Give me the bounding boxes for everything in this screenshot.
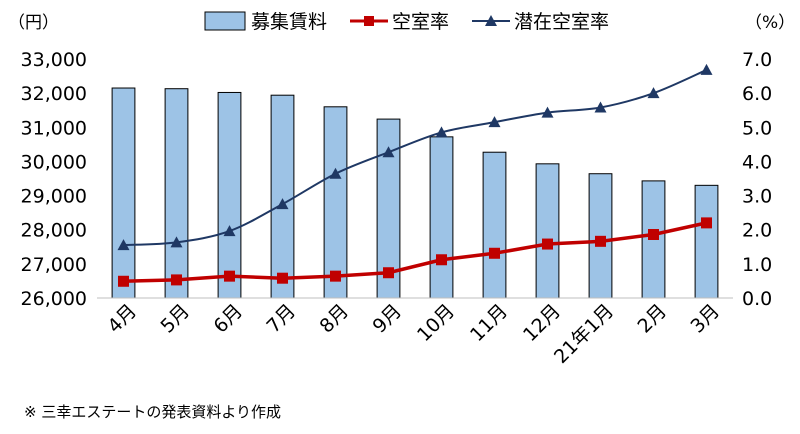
potential-vacancy-point bbox=[329, 167, 342, 179]
potential-vacancy-line bbox=[123, 69, 707, 247]
potential-vacancy-point bbox=[382, 146, 395, 158]
category-label: 12月 bbox=[519, 300, 565, 346]
vacancy-rate-point bbox=[330, 270, 341, 282]
vacancy-rate-point bbox=[648, 228, 659, 240]
left-tick-label: 29,000 bbox=[21, 186, 87, 208]
potential-vacancy-point bbox=[170, 236, 183, 248]
potential-vacancy-point bbox=[541, 106, 554, 118]
vacancy-rate-point bbox=[277, 272, 288, 284]
legend: 募集賃料 空室率 潜在空室率 bbox=[204, 11, 609, 33]
left-tick-label: 33,000 bbox=[21, 49, 87, 71]
category-label: 7月 bbox=[262, 300, 300, 338]
left-tick-label: 31,000 bbox=[21, 117, 87, 139]
vacancy-rate-point bbox=[436, 254, 447, 266]
left-tick-label: 32,000 bbox=[21, 83, 87, 105]
category-label: 8月 bbox=[315, 300, 353, 338]
vacancy-rate-point bbox=[595, 235, 606, 247]
bar bbox=[164, 88, 189, 299]
category-label: 5月 bbox=[156, 300, 194, 338]
tick-labels: 26,000 27,000 28,000 29,000 30,000 31,000 32,0… bbox=[21, 49, 773, 310]
potential-vacancy-point bbox=[276, 198, 289, 210]
vacancy-rate-point bbox=[542, 238, 553, 250]
line-series bbox=[117, 63, 713, 287]
left-axis-unit: （円） bbox=[8, 13, 59, 33]
left-tick-label: 26,000 bbox=[21, 288, 87, 310]
bar bbox=[217, 91, 242, 299]
category-label: 11月 bbox=[466, 300, 512, 346]
vacancy-rate-point bbox=[118, 275, 129, 287]
right-tick-label: 5.0 bbox=[742, 117, 772, 139]
right-tick-label: 6.0 bbox=[742, 83, 772, 105]
potential-vacancy-point bbox=[700, 63, 713, 75]
bar bbox=[270, 94, 295, 299]
right-tick-label: 3.0 bbox=[742, 186, 772, 208]
category-label: 2月 bbox=[633, 300, 671, 338]
legend-swatch-bar bbox=[204, 11, 246, 31]
right-tick-label: 1.0 bbox=[742, 254, 772, 276]
bar bbox=[323, 106, 348, 299]
right-tick-label: 2.0 bbox=[742, 220, 772, 242]
bar bbox=[429, 136, 454, 299]
legend-label-bar: 募集賃料 bbox=[251, 11, 327, 33]
right-tick-label: 0.0 bbox=[742, 288, 772, 310]
potential-vacancy-point bbox=[435, 126, 448, 138]
vacancy-rate-point bbox=[224, 270, 235, 282]
source-note: ※ 三幸エステートの発表資料より作成 bbox=[24, 403, 281, 421]
right-axis-unit: （%） bbox=[745, 13, 795, 33]
left-tick-label: 28,000 bbox=[21, 220, 87, 242]
bar bbox=[694, 184, 719, 299]
legend-marker-square bbox=[364, 16, 374, 26]
vacancy-rate-point bbox=[383, 267, 394, 279]
potential-vacancy-point bbox=[488, 116, 501, 128]
category-label: 21年1月 bbox=[550, 300, 618, 368]
category-label: 6月 bbox=[209, 300, 247, 338]
vacancy-rate-line bbox=[123, 221, 707, 284]
category-label: 10月 bbox=[413, 300, 459, 346]
potential-vacancy-point bbox=[594, 101, 607, 113]
bar bbox=[482, 151, 507, 299]
potential-vacancy-point bbox=[223, 225, 236, 237]
potential-vacancy-point bbox=[117, 239, 130, 251]
legend-label-vacancy: 空室率 bbox=[392, 11, 449, 33]
bar-series bbox=[111, 87, 719, 299]
category-label: 4月 bbox=[103, 300, 141, 338]
legend-marker-triangle bbox=[485, 15, 497, 26]
left-tick-label: 30,000 bbox=[21, 151, 87, 173]
bar bbox=[111, 87, 136, 299]
right-tick-label: 7.0 bbox=[742, 49, 772, 71]
vacancy-rate-point bbox=[171, 274, 182, 286]
bar bbox=[535, 163, 560, 299]
left-tick-label: 27,000 bbox=[21, 254, 87, 276]
vacancy-rate-point bbox=[701, 217, 712, 229]
category-label: 3月 bbox=[686, 300, 724, 338]
legend-label-potential: 潜在空室率 bbox=[514, 11, 609, 33]
vacancy-rate-point bbox=[489, 247, 500, 259]
potential-vacancy-point bbox=[647, 87, 660, 99]
category-label: 9月 bbox=[368, 300, 406, 338]
right-tick-label: 4.0 bbox=[742, 151, 772, 173]
